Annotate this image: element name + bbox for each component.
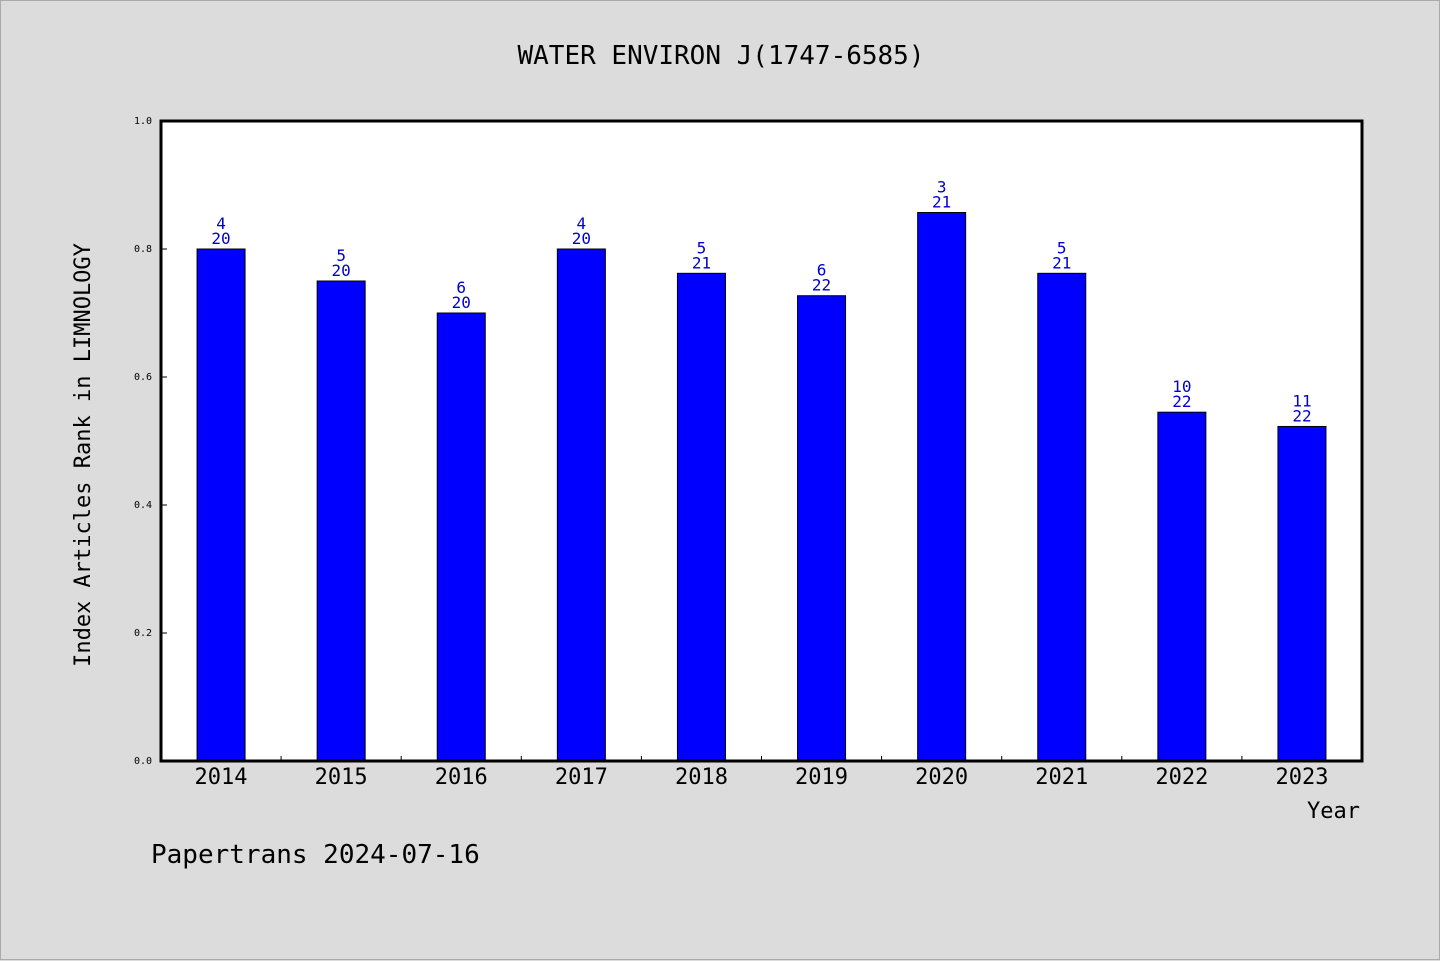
- bars-layer: [196, 212, 1327, 762]
- x-axis-label: Year: [1307, 799, 1360, 824]
- labels-layer: 2014420201552020166202017420201852120196…: [134, 116, 1329, 790]
- y-tick-label-0.4: 0.4: [134, 500, 152, 511]
- footer-text: Papertrans 2024-07-16: [151, 840, 480, 870]
- y-tick-label-1.0: 1.0: [134, 116, 152, 127]
- x-tick-label-2021: 2021: [1035, 765, 1088, 790]
- x-tick-label-2017: 2017: [555, 765, 608, 790]
- chart-title: WATER ENVIRON J(1747-6585): [518, 41, 925, 71]
- rank-label-2020: 3: [937, 178, 947, 197]
- x-tick-label-2014: 2014: [195, 765, 248, 790]
- bar-2017: [556, 248, 606, 762]
- total-label-2015: 20: [332, 261, 351, 280]
- y-tick-label-0.8: 0.8: [134, 244, 152, 255]
- bar-2023: [1277, 425, 1327, 762]
- rank-label-2016: 6: [456, 278, 466, 297]
- rank-label-2022: 10: [1172, 377, 1191, 396]
- total-label-2016: 20: [452, 293, 471, 312]
- rank-label-2015: 5: [336, 246, 346, 265]
- bar-2015: [316, 280, 366, 762]
- rank-label-2017: 4: [577, 214, 587, 233]
- x-tick-label-2016: 2016: [435, 765, 488, 790]
- x-tick-label-2018: 2018: [675, 765, 728, 790]
- plot-frame: [159, 119, 1364, 763]
- rank-label-2014: 4: [216, 214, 226, 233]
- x-tick-label-2019: 2019: [795, 765, 848, 790]
- rank-label-2018: 5: [697, 238, 707, 257]
- rank-label-2019: 6: [817, 261, 827, 280]
- x-tick-label-2015: 2015: [315, 765, 368, 790]
- rank-label-2023: 11: [1292, 391, 1311, 410]
- bar-2021: [1037, 272, 1087, 762]
- bar-2016: [436, 312, 486, 762]
- x-tick-label-2022: 2022: [1155, 765, 1208, 790]
- bar-2020: [917, 212, 967, 762]
- bar-2014: [196, 248, 246, 762]
- total-label-2014: 20: [211, 229, 230, 248]
- total-label-2023: 22: [1292, 406, 1311, 425]
- y-tick-label-0.2: 0.2: [134, 628, 152, 639]
- rank-label-2021: 5: [1057, 238, 1067, 257]
- x-tick-label-2023: 2023: [1275, 765, 1328, 790]
- x-tick-label-2020: 2020: [915, 765, 968, 790]
- total-label-2017: 20: [572, 229, 591, 248]
- y-tick-label-0.0: 0.0: [134, 756, 152, 767]
- bar-2019: [797, 295, 847, 762]
- bar-2018: [676, 272, 726, 762]
- total-label-2021: 21: [1052, 253, 1071, 272]
- total-label-2018: 21: [692, 253, 711, 272]
- total-label-2022: 22: [1172, 392, 1191, 411]
- bar-2022: [1157, 411, 1207, 762]
- total-label-2019: 22: [812, 276, 831, 295]
- y-axis-label: Index Articles Rank in LIMNOLOGY: [71, 243, 96, 667]
- total-label-2020: 21: [932, 193, 951, 212]
- y-tick-label-0.6: 0.6: [134, 372, 152, 383]
